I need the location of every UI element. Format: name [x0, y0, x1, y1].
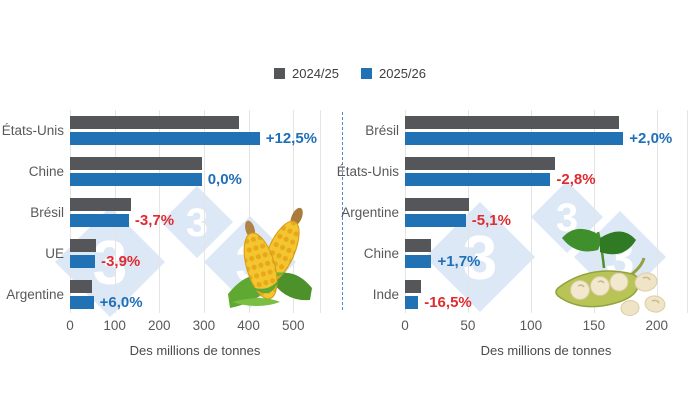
x-tick-label: 150 — [582, 318, 606, 333]
bar-2024-25 — [70, 116, 239, 129]
bar-2024-25 — [405, 157, 555, 170]
x-tick-label: 0 — [66, 318, 74, 333]
category-label: États-Unis — [336, 164, 399, 179]
watermark-3: 3 — [93, 229, 127, 298]
category-label: UE — [45, 246, 64, 261]
category-label: Chine — [28, 164, 64, 179]
bar-2024-25 — [70, 239, 97, 252]
gridline — [656, 110, 658, 313]
x-tick-label: 100 — [103, 318, 126, 333]
x-tick-label: 50 — [460, 318, 476, 333]
watermark-diamond — [425, 202, 535, 312]
bar-2025-26 — [405, 132, 624, 145]
watermark-diamond — [161, 186, 233, 258]
bar-2024-25 — [405, 280, 421, 293]
gridline — [320, 110, 321, 313]
legend-label-2025-26: 2025/26 — [379, 66, 426, 81]
change-label: -2,8% — [556, 171, 596, 188]
bar-2024-25 — [70, 280, 93, 293]
gridline — [687, 110, 688, 313]
gridline — [530, 110, 532, 313]
registered-trademark-icon: ® — [658, 228, 669, 244]
bar-2024-25 — [405, 198, 470, 211]
change-label: -3,7% — [134, 212, 175, 229]
category-label: Brésil — [365, 123, 399, 138]
category-label: Brésil — [30, 205, 64, 220]
x-tick-label: 0 — [401, 318, 409, 333]
category-label: Chine — [363, 246, 399, 261]
legend-swatch-2025-26 — [361, 68, 372, 79]
gridline — [114, 110, 116, 313]
change-label: 0,0% — [207, 171, 242, 188]
x-tick-label: 300 — [192, 318, 216, 333]
legend-swatch-2024-25 — [274, 68, 285, 79]
legend-label-2024-25: 2024/25 — [292, 66, 339, 81]
soybean-icon — [555, 228, 666, 317]
change-label: +1,7% — [437, 253, 481, 270]
watermark-3: 3 — [186, 201, 208, 245]
category-label: États-Unis — [1, 123, 64, 138]
bar-2025-26 — [70, 214, 129, 227]
bar-2025-26 — [405, 296, 419, 309]
corn-icon — [228, 207, 312, 308]
change-label: +2,0% — [629, 130, 673, 147]
category-label: Inde — [372, 287, 399, 302]
gridline — [593, 110, 595, 313]
gridline — [203, 110, 205, 313]
change-label: +6,0% — [99, 294, 143, 311]
bar-2025-26 — [70, 296, 94, 309]
gridline — [70, 110, 71, 313]
change-label: +12,5% — [265, 130, 318, 147]
x-axis-title: Des millions de tonnes — [129, 343, 261, 358]
bar-2025-26 — [70, 173, 202, 186]
gridline — [467, 110, 469, 313]
legend: 2024/25 2025/26 — [0, 66, 700, 81]
bar-2024-25 — [70, 157, 202, 170]
bar-2025-26 — [405, 173, 551, 186]
x-tick-label: 200 — [645, 318, 669, 333]
legend-item-2024-25: 2024/25 — [274, 66, 339, 81]
change-label: -3,9% — [101, 253, 141, 270]
x-tick-label: 500 — [281, 318, 305, 333]
category-label: Argentine — [6, 287, 64, 302]
x-tick-label: 200 — [148, 318, 171, 333]
watermark-3: 3 — [556, 196, 578, 240]
chart-separator-line — [342, 112, 343, 310]
change-label: -5,1% — [471, 212, 511, 229]
x-tick-label: 100 — [519, 318, 543, 333]
x-tick-label: 400 — [237, 318, 260, 333]
bar-2024-25 — [405, 239, 432, 252]
legend-item-2025-26: 2025/26 — [361, 66, 426, 81]
bar-2025-26 — [70, 132, 260, 145]
bar-2024-25 — [405, 116, 620, 129]
gridline — [248, 110, 250, 313]
bar-2025-26 — [70, 255, 96, 268]
gridline — [405, 110, 406, 313]
x-axis-title: Des millions de tonnes — [480, 343, 612, 358]
category-label: Argentine — [341, 205, 399, 220]
bar-2025-26 — [405, 214, 466, 227]
bar-2024-25 — [70, 198, 132, 211]
gridline — [159, 110, 161, 313]
bar-2025-26 — [405, 255, 432, 268]
gridline — [293, 110, 295, 313]
change-label: -16,5% — [424, 294, 472, 311]
